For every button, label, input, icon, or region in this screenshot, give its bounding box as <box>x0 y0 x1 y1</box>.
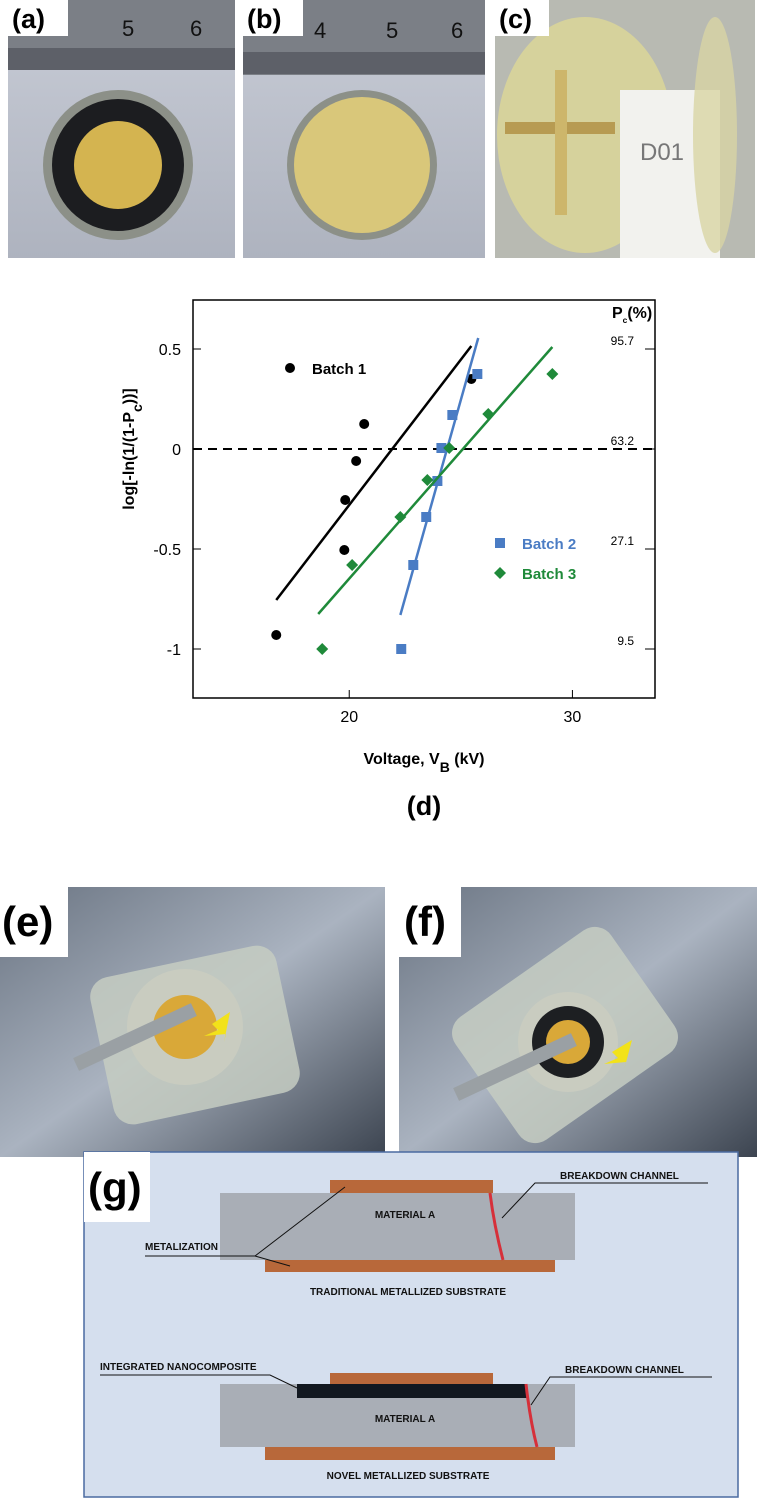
point <box>472 369 483 379</box>
point <box>340 495 351 505</box>
legend-marker <box>495 538 505 548</box>
point <box>339 545 350 555</box>
x-tick-label: 30 <box>564 709 582 726</box>
legend-marker <box>285 363 295 373</box>
y2-axis-label-rest: (%) <box>627 305 652 322</box>
ruler-number: 5 <box>122 16 134 41</box>
ruler-number: 4 <box>314 18 326 43</box>
sample-tag: D01 <box>640 139 684 166</box>
caption: TRADITIONAL METALLIZED SUBSTRATE <box>310 1287 506 1298</box>
point <box>346 559 359 571</box>
fit-line <box>275 345 473 601</box>
y2-tick-label: 9.5 <box>617 634 634 648</box>
point <box>421 474 434 486</box>
photo-a: (a) 5 6 <box>8 0 235 258</box>
ruler-number: 6 <box>451 18 463 43</box>
point <box>394 511 407 523</box>
point <box>408 560 419 570</box>
panel-label: (e) <box>2 898 53 945</box>
panel-label: (f) <box>404 898 446 945</box>
point <box>316 643 329 655</box>
y2-tick-label: 63.2 <box>611 434 635 448</box>
legend-label: Batch 1 <box>312 361 366 378</box>
photo-b: (b) 4 5 6 <box>243 0 485 258</box>
point <box>396 644 407 654</box>
legend-label: Batch 3 <box>522 566 576 583</box>
point <box>482 408 495 420</box>
nanocomposite-label: INTEGRATED NANOCOMPOSITE <box>100 1362 257 1373</box>
y-tick-label: 0 <box>172 442 181 459</box>
y2-axis-label-sub: c <box>623 315 628 325</box>
material-label: MATERIAL A <box>375 1414 435 1425</box>
panel-label: (b) <box>247 4 281 34</box>
point <box>271 630 282 640</box>
ruler-number: 6 <box>190 16 202 41</box>
x-axis-label-main: Voltage, V <box>364 751 440 768</box>
x-axis-label-rest: (kV) <box>450 751 485 768</box>
diagram-g: (g) MATERIAL A BREAKDOWN CHANNEL METALIZ… <box>83 1151 739 1498</box>
panel-label: (c) <box>499 4 532 34</box>
material-label: MATERIAL A <box>375 1210 435 1221</box>
photo-c: (c) D01 <box>495 0 755 258</box>
y-tick-label: 0.5 <box>159 342 181 359</box>
ruler-number: 5 <box>386 18 398 43</box>
plot-frame <box>192 299 656 699</box>
legend-label: Batch 2 <box>522 536 576 553</box>
point <box>447 410 458 420</box>
point <box>443 442 456 454</box>
panel-label: (g) <box>88 1164 142 1211</box>
legend-marker <box>494 567 506 579</box>
fit-line <box>317 346 554 615</box>
channel-label: BREAKDOWN CHANNEL <box>560 1171 679 1182</box>
point <box>436 443 447 453</box>
panel-label: (a) <box>12 4 45 34</box>
photo-f: (f) <box>399 887 757 1157</box>
x-axis-label: Voltage, VB (kV) <box>364 751 485 775</box>
y2-axis-label-main: P <box>612 305 623 322</box>
point <box>432 476 443 486</box>
point <box>421 512 432 522</box>
channel-label: BREAKDOWN CHANNEL <box>565 1365 684 1376</box>
y-tick-label: -0.5 <box>153 542 181 559</box>
photo-e: (e) <box>0 887 385 1157</box>
point <box>351 456 362 466</box>
panel-label: (d) <box>407 791 441 821</box>
y2-tick-label: 27.1 <box>611 534 635 548</box>
point <box>359 419 370 429</box>
y2-axis-label: Pc(%) <box>612 305 652 325</box>
y-axis-label-sub: c <box>129 404 145 412</box>
y-tick-label: -1 <box>167 642 181 659</box>
y2-tick-label: 95.7 <box>611 334 635 348</box>
y-axis-label: log[-ln(1/(1-Pc))] <box>121 388 145 510</box>
caption: NOVEL METALLIZED SUBSTRATE <box>327 1471 490 1482</box>
metalization-label: METALIZATION <box>145 1242 218 1253</box>
x-axis-label-sub: B <box>440 759 450 775</box>
point <box>546 368 559 380</box>
y-axis-label-rest: ))] <box>121 388 138 404</box>
y-axis-label-main: log[-ln(1/(1-P <box>121 412 138 510</box>
x-tick-label: 20 <box>340 709 358 726</box>
